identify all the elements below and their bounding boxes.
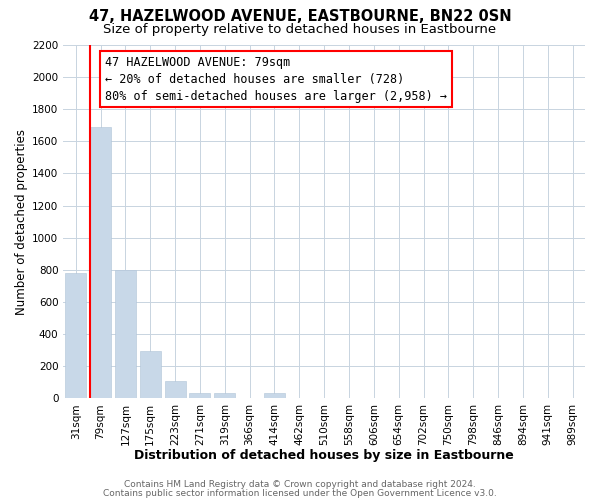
Text: 47 HAZELWOOD AVENUE: 79sqm
← 20% of detached houses are smaller (728)
80% of sem: 47 HAZELWOOD AVENUE: 79sqm ← 20% of deta… bbox=[105, 56, 447, 102]
Y-axis label: Number of detached properties: Number of detached properties bbox=[15, 128, 28, 314]
Bar bbox=[214, 392, 235, 398]
Text: Contains HM Land Registry data © Crown copyright and database right 2024.: Contains HM Land Registry data © Crown c… bbox=[124, 480, 476, 489]
Bar bbox=[264, 392, 285, 398]
Text: Size of property relative to detached houses in Eastbourne: Size of property relative to detached ho… bbox=[103, 22, 497, 36]
Bar bbox=[65, 273, 86, 398]
Bar bbox=[140, 351, 161, 399]
X-axis label: Distribution of detached houses by size in Eastbourne: Distribution of detached houses by size … bbox=[134, 450, 514, 462]
Bar bbox=[115, 270, 136, 398]
Text: Contains public sector information licensed under the Open Government Licence v3: Contains public sector information licen… bbox=[103, 488, 497, 498]
Text: 47, HAZELWOOD AVENUE, EASTBOURNE, BN22 0SN: 47, HAZELWOOD AVENUE, EASTBOURNE, BN22 0… bbox=[89, 9, 511, 24]
Bar bbox=[90, 127, 111, 398]
Bar bbox=[190, 392, 211, 398]
Bar bbox=[164, 380, 185, 398]
